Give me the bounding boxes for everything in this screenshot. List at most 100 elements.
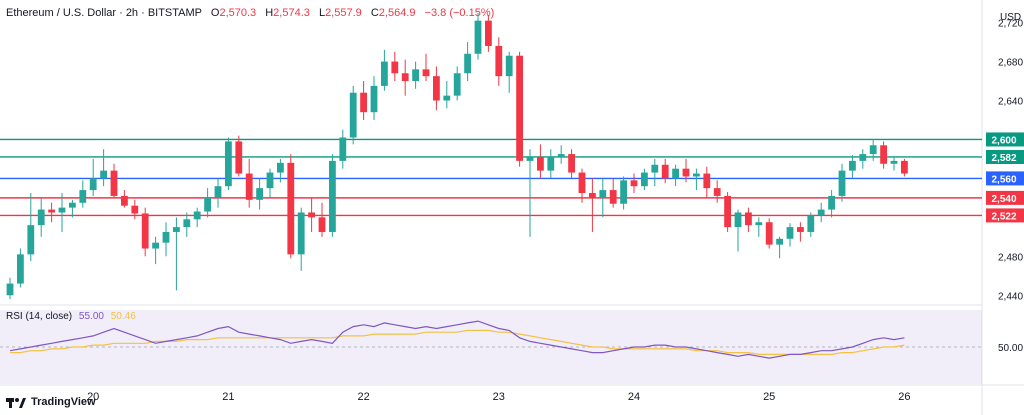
candle [131, 199, 139, 220]
candle [266, 168, 274, 198]
open-label: O [210, 7, 220, 19]
close-label: C [370, 7, 379, 19]
candle [58, 193, 66, 232]
level-tag [986, 132, 1024, 147]
candle [214, 178, 222, 208]
candle [703, 166, 711, 198]
candle-body [318, 217, 326, 232]
candle-body [69, 202, 76, 208]
candle [485, 14, 492, 52]
candle [786, 223, 794, 247]
candle-body [661, 164, 669, 179]
candle-body [173, 227, 180, 232]
candle-body [703, 173, 711, 189]
candle [828, 190, 835, 218]
level-label: 2,522 [991, 211, 1016, 222]
candle [693, 168, 700, 191]
candle [183, 212, 191, 237]
candle-body [214, 186, 222, 198]
level-tag [986, 149, 1024, 164]
candle [651, 158, 659, 187]
tradingview-logo[interactable]: TradingView [6, 396, 96, 408]
y-tick-label: 2,720 [998, 19, 1023, 30]
x-tick-label: 25 [763, 391, 775, 403]
low-label: L [318, 7, 326, 19]
candle [641, 168, 648, 191]
candle-body [193, 211, 201, 220]
candle-body [245, 173, 253, 200]
candle-body [547, 156, 555, 171]
candle [121, 190, 128, 208]
candle-body [412, 69, 419, 82]
candle [162, 222, 170, 257]
candle [505, 51, 513, 93]
y-tick-label: 2,640 [998, 97, 1023, 108]
candle-body [589, 193, 596, 198]
candle [869, 139, 877, 161]
candle [474, 12, 482, 60]
candle [880, 141, 887, 169]
rsi-level-label: 50.00 [998, 343, 1023, 354]
candle [370, 76, 378, 120]
candle [890, 156, 898, 171]
candle [391, 51, 399, 82]
candle-body [516, 55, 523, 161]
candle-body [485, 20, 492, 46]
candle-body [537, 156, 544, 171]
candle [807, 212, 815, 237]
candle-body [859, 154, 867, 161]
candle [609, 178, 617, 208]
y-tick-label: 2,680 [998, 58, 1023, 69]
candle-body [100, 170, 107, 179]
candle [245, 158, 253, 208]
level-tag [986, 171, 1024, 186]
x-tick-label: 21 [222, 391, 234, 403]
y-tick-label: 2,480 [998, 252, 1023, 263]
candle [308, 197, 315, 232]
x-tick-label: 23 [493, 391, 505, 403]
candle-body [121, 195, 128, 206]
candle-body [256, 188, 263, 200]
candle-body [401, 73, 409, 82]
rsi-title: RSI (14, close) [6, 311, 73, 322]
candle-body [391, 61, 399, 74]
candle [422, 53, 430, 82]
candle [152, 236, 159, 265]
candle-body [828, 195, 835, 210]
candle [901, 158, 908, 177]
high-label: H [265, 7, 274, 19]
candle-body [713, 188, 721, 196]
candle-body [89, 178, 97, 191]
candle-body [48, 209, 55, 213]
low-value: 2,557.9 [325, 7, 362, 19]
candle-body [765, 222, 773, 245]
candle-body [609, 190, 617, 204]
candle-body [360, 92, 367, 113]
candle [589, 178, 596, 232]
candle [578, 168, 586, 203]
candle [620, 176, 627, 210]
candle-body [464, 53, 471, 74]
candle [745, 207, 752, 232]
candle [297, 207, 305, 271]
candle [599, 178, 607, 218]
candle-body [453, 73, 461, 96]
candle [37, 197, 45, 237]
candle-body [349, 92, 357, 138]
rsi-ma-line [10, 329, 905, 355]
candle-body [682, 168, 690, 177]
candle-body [277, 162, 284, 173]
candle [329, 154, 336, 237]
candle [453, 66, 461, 101]
open-value: 2,570.3 [219, 7, 257, 19]
candle [630, 173, 638, 194]
candle [89, 158, 97, 196]
candle-body [568, 154, 575, 173]
candle [193, 207, 201, 228]
candle [433, 66, 440, 111]
rsi-value: 55.00 [78, 311, 104, 322]
candle [776, 236, 783, 259]
candle [734, 209, 742, 252]
candle-body [599, 190, 607, 198]
